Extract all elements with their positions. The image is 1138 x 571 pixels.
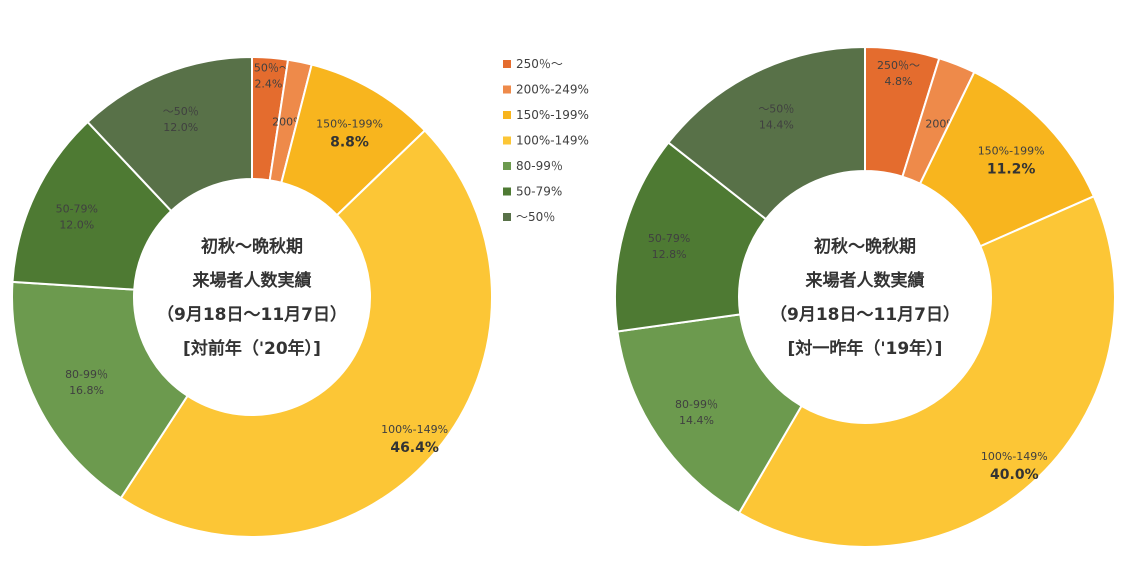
legend-label-3: 100%-149% [516, 134, 589, 148]
slice-4 [616, 313, 803, 515]
legend-label-4: 80-99％ [516, 159, 563, 173]
slice-pct-0: 2.4% [254, 78, 282, 91]
center-text-line-2: （9月18日～11月7日） [770, 304, 960, 325]
legend-swatch-5 [503, 187, 511, 196]
slice-6 [86, 55, 253, 213]
legend-label-0: 250％～ [516, 57, 563, 71]
legend-swatch-6 [503, 213, 511, 221]
slice-label-6: ～50％ [163, 105, 199, 118]
slice-pct-2: 11.2% [987, 161, 1036, 177]
slice-label-5: 50-79% [56, 203, 98, 216]
legend: 250％～ 200%-249% 150%-199% 100%-149% 80-99％ 50… [503, 57, 589, 224]
slice-pct-4: 16.8% [69, 384, 104, 397]
slice-3 [119, 129, 493, 538]
slice-label-2: 150%-199% [978, 144, 1045, 157]
slice-pct-6: 14.4% [759, 119, 794, 132]
slice-label-6: ～50％ [758, 103, 794, 116]
legend-swatch-4 [503, 162, 511, 170]
legend-label-6: ～50％ [516, 210, 555, 224]
slice-5 [11, 120, 173, 291]
center-text-line-0: 初秋～晩秋期 [814, 236, 916, 257]
legend-swatch-1 [503, 85, 511, 94]
slice-pct-6: 12.0% [163, 121, 198, 134]
slice-label-2: 150%-199% [316, 118, 383, 131]
slice-pct-3: 46.4% [390, 440, 439, 456]
legend-swatch-3 [503, 136, 511, 145]
center-text-line-0: 初秋～晩秋期 [201, 236, 303, 257]
slice-label-3: 100%-149% [381, 423, 448, 436]
slice-pct-5: 12.8% [652, 248, 687, 261]
slice-label-0: 250％～ [247, 62, 290, 75]
legend-label-5: 50-79% [516, 185, 562, 199]
center-text-line-1: 来場者人数実績 [805, 270, 925, 291]
donut-chart-vs-2019: 250％～4.8%200%-249%2.4%150%-199%11.2%100%… [614, 45, 1116, 548]
center-text-line-3: [対一昨年（'19年）] [788, 338, 943, 359]
center-text-line-2: （9月18日～11月7日） [157, 304, 347, 325]
legend-label-1: 200%-249% [516, 83, 589, 97]
slice-pct-2: 8.8% [330, 135, 369, 151]
center-text-line-3: [対前年（'20年）] [183, 338, 321, 359]
slice-3 [737, 194, 1116, 548]
slice-6 [667, 45, 866, 221]
slice-label-4: 80-99％ [65, 368, 108, 381]
center-text-line-1: 来場者人数実績 [192, 270, 312, 291]
slice-label-0: 250％～ [877, 59, 920, 72]
slice-label-5: 50-79% [648, 232, 690, 245]
slice-pct-5: 12.0% [59, 219, 94, 232]
donut-chart-vs-2020: 250％～2.4%200%-249%1.6%150%-199%8.8%100%-… [11, 55, 493, 538]
slice-label-4: 80-99％ [675, 398, 718, 411]
slice-pct-4: 14.4% [679, 414, 714, 427]
slice-pct-3: 40.0% [990, 467, 1039, 483]
legend-label-2: 150%-199% [516, 108, 589, 122]
legend-swatch-0 [503, 60, 511, 68]
slice-pct-0: 4.8% [884, 75, 912, 88]
slice-label-3: 100%-149% [981, 450, 1048, 463]
slice-4 [11, 280, 189, 500]
legend-swatch-2 [503, 111, 511, 119]
